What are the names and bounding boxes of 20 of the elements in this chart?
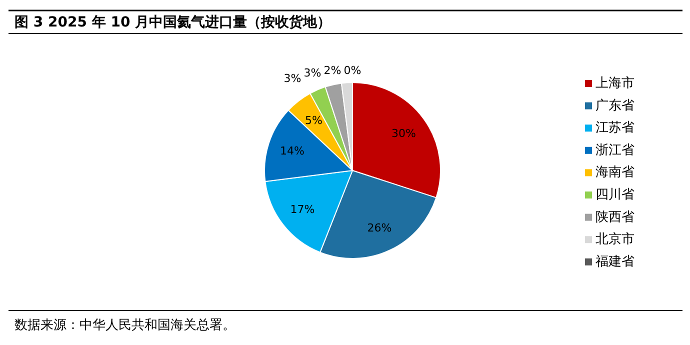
chart-title: 图 3 2025 年 10 月中国氦气进口量（按收货地） bbox=[14, 14, 332, 30]
data-label: 26% bbox=[367, 221, 392, 234]
legend-label: 海南省 bbox=[596, 165, 634, 180]
legend-label: 四川省 bbox=[596, 188, 634, 202]
legend-label: 上海市 bbox=[596, 76, 634, 91]
source-note: 数据来源：中华人民共和国海关总署。 bbox=[14, 318, 236, 333]
legend-label: 江苏省 bbox=[596, 120, 634, 136]
data-label: 5% bbox=[304, 114, 322, 127]
text: 0% bbox=[344, 64, 362, 77]
data-label: 30% bbox=[392, 126, 416, 140]
data-label: 3% bbox=[304, 66, 322, 80]
legend-label: 北京市 bbox=[596, 232, 634, 248]
data-label: 3% bbox=[284, 72, 302, 86]
legend-label: 陕西省 bbox=[596, 210, 634, 225]
legend-label: 广东省 bbox=[596, 98, 634, 114]
legend-label: 浙江省 bbox=[596, 142, 634, 158]
data-label: 14% bbox=[280, 144, 304, 158]
legend-label: 福建省 bbox=[596, 254, 634, 270]
data-label: 2% bbox=[324, 64, 342, 78]
data-label: 17% bbox=[290, 202, 315, 216]
